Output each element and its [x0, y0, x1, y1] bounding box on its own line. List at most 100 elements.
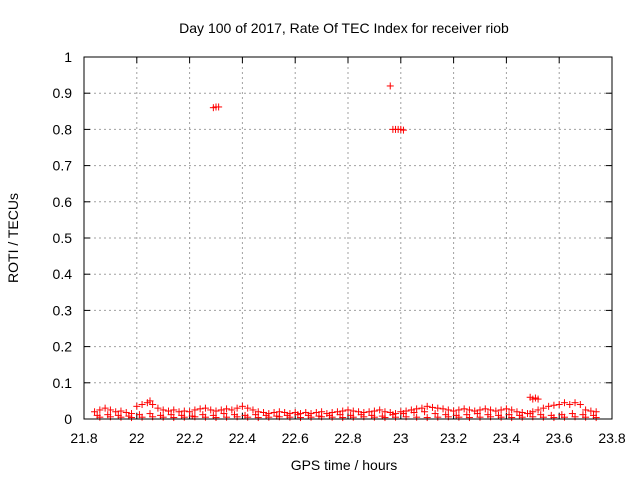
data-point: [223, 405, 231, 413]
data-point: [254, 414, 262, 422]
data-point: [460, 405, 468, 413]
data-point: [582, 413, 590, 421]
data-point: [138, 401, 146, 409]
data-point: [270, 408, 278, 416]
data-point: [481, 405, 489, 413]
data-point: [344, 406, 352, 414]
x-tick-label: 22: [129, 430, 145, 446]
data-point: [444, 406, 452, 414]
data-point: [518, 413, 526, 421]
data-point: [201, 413, 209, 421]
data-point: [413, 413, 421, 421]
data-point: [180, 413, 188, 421]
data-point: [164, 407, 172, 415]
data-point: [421, 408, 429, 416]
data-point: [545, 402, 553, 410]
data-point: [349, 407, 357, 415]
data-point: [465, 406, 473, 414]
data-point: [550, 414, 558, 422]
data-point: [201, 404, 209, 412]
data-point: [487, 406, 495, 414]
data-point: [249, 406, 257, 414]
data-point: [428, 403, 436, 411]
data-point: [434, 404, 442, 412]
data-point: [576, 401, 584, 409]
data-point: [534, 406, 542, 414]
data-point: [513, 408, 521, 416]
y-tick-label: 0.9: [53, 85, 73, 101]
x-tick-label: 23: [393, 430, 409, 446]
data-point: [508, 406, 516, 414]
data-point: [149, 401, 157, 409]
data-point: [423, 414, 431, 422]
data-point: [418, 404, 426, 412]
x-tick-label: 22.2: [176, 430, 203, 446]
data-point: [339, 414, 347, 422]
data-point: [423, 402, 431, 410]
data-point: [473, 410, 481, 418]
y-tick-label: 1: [64, 49, 72, 65]
data-point: [154, 404, 162, 412]
data-point: [560, 399, 568, 407]
data-point: [91, 408, 99, 416]
data-point: [233, 404, 241, 412]
y-tick-label: 0.3: [53, 302, 73, 318]
data-point: [212, 414, 220, 422]
data-points: [91, 82, 600, 422]
x-tick-label: 21.8: [70, 430, 97, 446]
data-point: [439, 405, 447, 413]
x-tick-label: 23.4: [493, 430, 520, 446]
data-point: [207, 406, 215, 414]
x-ticks: 21.8 22 22.2 22.4 22.6 22.8 23 23.2 23.4 23.6 23.8: [70, 57, 626, 446]
data-point: [196, 405, 204, 413]
data-point: [215, 103, 223, 111]
y-tick-label: 0.8: [53, 121, 73, 137]
data-point: [450, 407, 458, 415]
y-tick-label: 0.5: [53, 230, 73, 246]
data-point: [431, 410, 439, 418]
data-point: [476, 406, 484, 414]
data-point: [392, 413, 400, 421]
data-point: [307, 413, 315, 421]
data-point: [560, 413, 568, 421]
data-point: [497, 406, 505, 414]
data-point: [117, 407, 125, 415]
data-point: [191, 406, 199, 414]
data-point: [244, 404, 252, 412]
data-point: [122, 408, 130, 416]
data-point: [365, 408, 373, 416]
data-point: [128, 414, 136, 422]
data-point: [296, 414, 304, 422]
data-point: [566, 401, 574, 409]
y-tick-label: 0.1: [53, 375, 73, 391]
data-point: [238, 402, 246, 410]
x-axis-label: GPS time / hours: [291, 457, 398, 473]
data-point: [159, 406, 167, 414]
y-tick-label: 0: [64, 411, 72, 427]
data-point: [376, 406, 384, 414]
data-point: [96, 406, 104, 414]
data-point: [555, 401, 563, 409]
data-point: [370, 407, 378, 415]
data-point: [220, 410, 228, 418]
data-point: [170, 406, 178, 414]
data-point: [399, 126, 407, 134]
data-point: [112, 408, 120, 416]
data-point: [212, 407, 220, 415]
data-point: [386, 82, 394, 90]
data-point: [539, 404, 547, 412]
y-axis-label: ROTI / TECUs: [5, 193, 21, 283]
data-point: [312, 408, 320, 416]
data-point: [571, 399, 579, 407]
data-point: [175, 408, 183, 416]
data-point: [180, 407, 188, 415]
data-point: [592, 414, 600, 422]
data-point: [328, 413, 336, 421]
data-point: [534, 395, 542, 403]
x-tick-label: 23.6: [546, 430, 573, 446]
data-point: [502, 405, 510, 413]
y-tick-label: 0.4: [53, 266, 73, 282]
data-point: [381, 414, 389, 422]
chart-title: Day 100 of 2017, Rate Of TEC Index for r…: [179, 20, 509, 36]
